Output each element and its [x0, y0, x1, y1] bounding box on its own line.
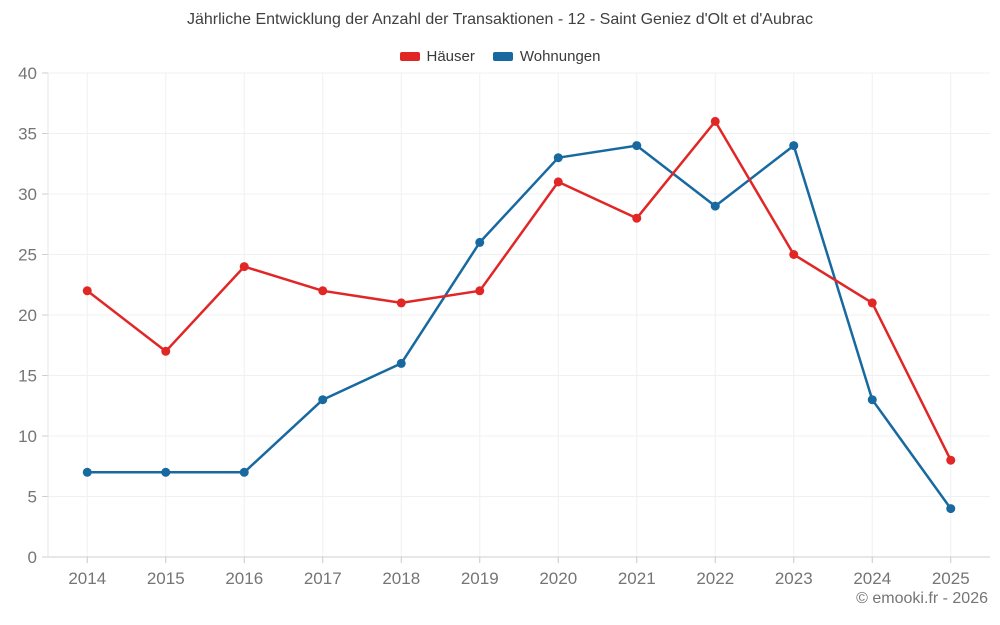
x-tick-label: 2022 [696, 569, 734, 588]
x-tick-label: 2024 [853, 569, 891, 588]
data-point-marker[interactable] [475, 237, 485, 247]
y-tick-label: 0 [28, 548, 37, 567]
y-tick-label: 10 [18, 427, 37, 446]
data-point-marker[interactable] [396, 358, 406, 368]
data-point-marker[interactable] [82, 467, 92, 477]
data-point-marker[interactable] [318, 286, 328, 296]
x-tick-label: 2014 [68, 569, 106, 588]
x-tick-label: 2019 [461, 569, 499, 588]
x-tick-label: 2020 [539, 569, 577, 588]
y-tick-label: 5 [28, 488, 37, 507]
data-point-marker[interactable] [239, 262, 249, 272]
data-point-marker[interactable] [318, 395, 328, 405]
data-point-marker[interactable] [553, 153, 563, 163]
legend-label-haeuser: Häuser [426, 48, 475, 65]
data-point-marker[interactable] [632, 213, 642, 223]
data-point-marker[interactable] [789, 141, 799, 151]
data-point-marker[interactable] [239, 467, 249, 477]
chart-legend: Häuser Wohnungen [0, 48, 1000, 65]
x-tick-label: 2021 [618, 569, 656, 588]
data-point-marker[interactable] [710, 116, 720, 126]
series-line-1 [86, 144, 952, 510]
y-tick-label: 40 [18, 64, 37, 83]
x-tick-label: 2023 [775, 569, 813, 588]
legend-swatch-haeuser-icon [399, 52, 420, 61]
copyright-footer: © emooki.fr - 2026 [856, 590, 988, 607]
y-tick-label: 15 [18, 367, 37, 386]
y-tick-label: 20 [18, 306, 37, 325]
data-point-marker[interactable] [82, 286, 92, 296]
data-point-marker[interactable] [946, 504, 956, 514]
series-line-0 [86, 120, 952, 462]
legend-item-wohnungen[interactable]: Wohnungen [492, 48, 601, 65]
data-point-marker[interactable] [161, 346, 171, 356]
data-point-marker[interactable] [867, 395, 877, 405]
data-point-marker[interactable] [789, 250, 799, 259]
chart-title: Jährliche Entwicklung der Anzahl der Tra… [187, 11, 813, 28]
x-tick-label: 2015 [147, 569, 185, 588]
y-tick-label: 35 [18, 125, 37, 144]
legend-item-haeuser[interactable]: Häuser [399, 48, 475, 65]
data-point-marker[interactable] [396, 298, 406, 308]
data-point-marker[interactable] [475, 286, 485, 296]
data-point-marker[interactable] [867, 298, 877, 308]
x-tick-label: 2017 [304, 569, 342, 588]
data-point-marker[interactable] [161, 467, 171, 477]
data-point-marker[interactable] [632, 141, 642, 151]
x-tick-label: 2018 [382, 569, 420, 588]
data-point-marker[interactable] [946, 455, 956, 465]
legend-swatch-wohnungen-icon [492, 52, 513, 61]
y-tick-label: 25 [18, 246, 37, 265]
data-point-marker[interactable] [710, 201, 720, 211]
x-tick-label: 2016 [225, 569, 263, 588]
y-tick-label: 30 [18, 185, 37, 204]
x-tick-label: 2025 [932, 569, 970, 588]
data-point-marker[interactable] [553, 177, 563, 187]
legend-label-wohnungen: Wohnungen [519, 48, 601, 65]
